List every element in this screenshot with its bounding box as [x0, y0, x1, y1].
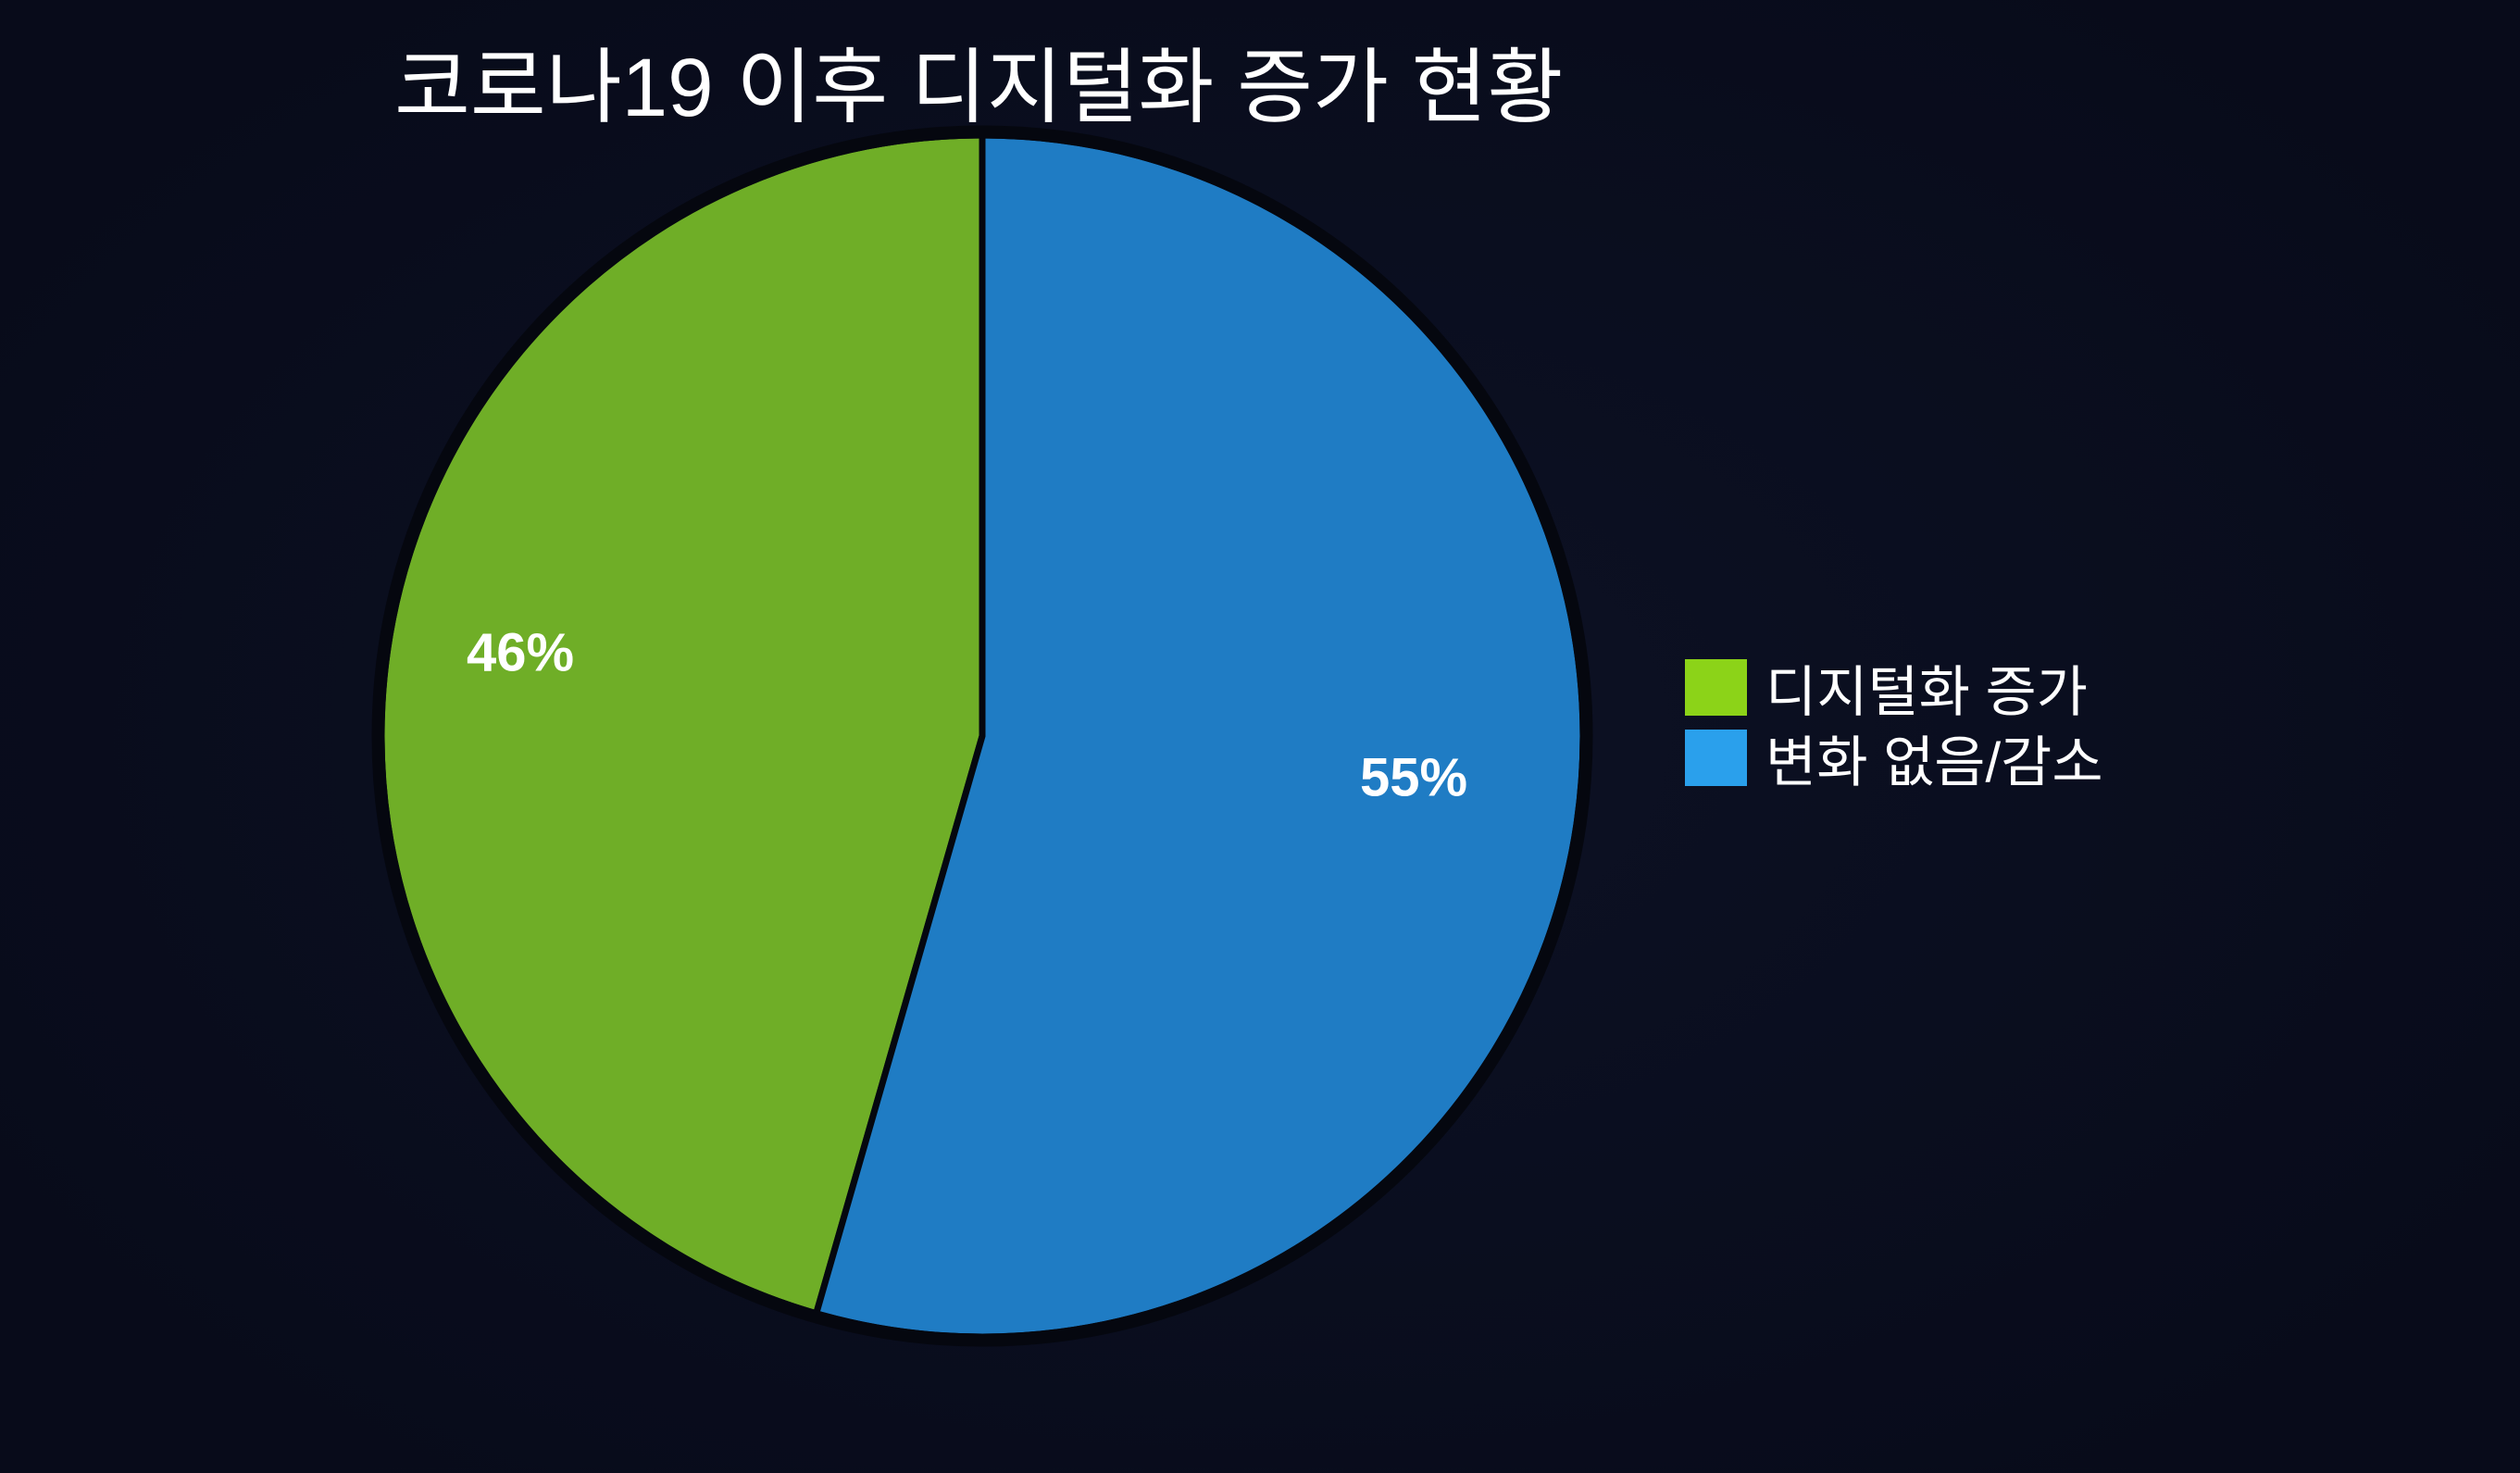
- svg-text:55%: 55%: [1360, 747, 1467, 807]
- svg-text:46%: 46%: [467, 622, 574, 682]
